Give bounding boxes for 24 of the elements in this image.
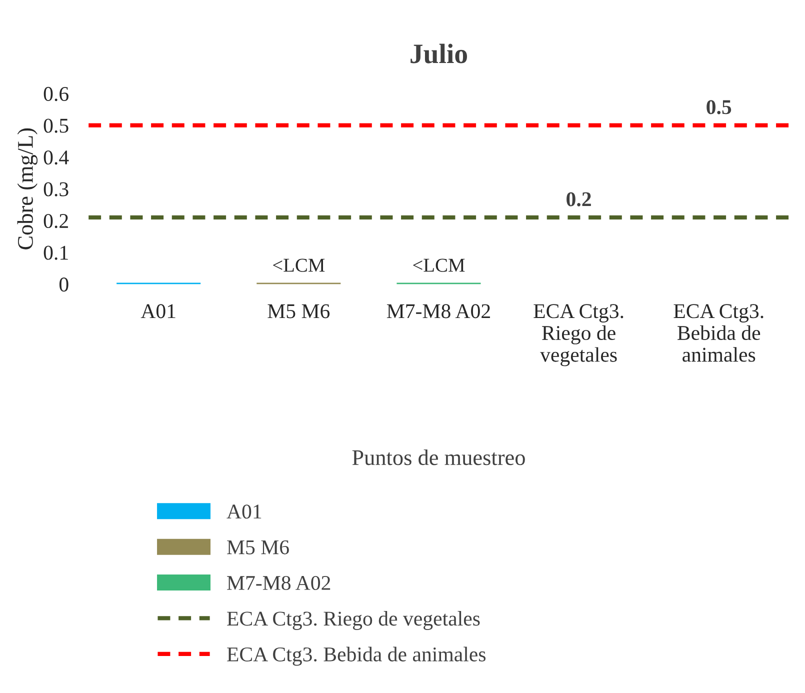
x-tick-label: M5 M6 bbox=[268, 304, 330, 318]
y-tick-label: 0.6 bbox=[44, 86, 68, 102]
x-tick-label: ECA Ctg3. Riego de vegetales bbox=[534, 304, 624, 366]
y-tick-label: 0.3 bbox=[44, 182, 68, 196]
y-tick-label: 0.2 bbox=[44, 214, 68, 228]
annotation: 0.5 bbox=[706, 100, 732, 114]
y-tick-label: 0 bbox=[59, 278, 68, 292]
annotation: 0.2 bbox=[566, 192, 591, 206]
y-tick-label: 0.1 bbox=[44, 246, 68, 260]
legend-label: A01 bbox=[226, 504, 262, 519]
legend-label: ECA Ctg3. Riego de vegetales bbox=[227, 611, 480, 630]
y-tick-label: 0.5 bbox=[44, 118, 68, 133]
x-tick-label: M7-M8 A02 bbox=[386, 304, 490, 318]
legend-label: M5 M6 bbox=[227, 540, 289, 554]
x-axis-title: Puntos de muestreo bbox=[352, 449, 525, 466]
y-axis-title: Cobre (mg/L) bbox=[17, 128, 38, 250]
data-label: <LCM bbox=[273, 258, 325, 272]
x-tick-label: ECA Ctg3. Bebida de animales bbox=[674, 304, 764, 362]
legend-label: M7-M8 A02 bbox=[227, 576, 330, 590]
data-label: <LCM bbox=[413, 258, 465, 272]
legend-label: ECA Ctg3. Bebida de animales bbox=[227, 646, 486, 666]
y-tick-label: 0.4 bbox=[44, 150, 69, 165]
x-tick-label: A01 bbox=[140, 304, 176, 318]
chart-title: Julio bbox=[410, 44, 467, 64]
